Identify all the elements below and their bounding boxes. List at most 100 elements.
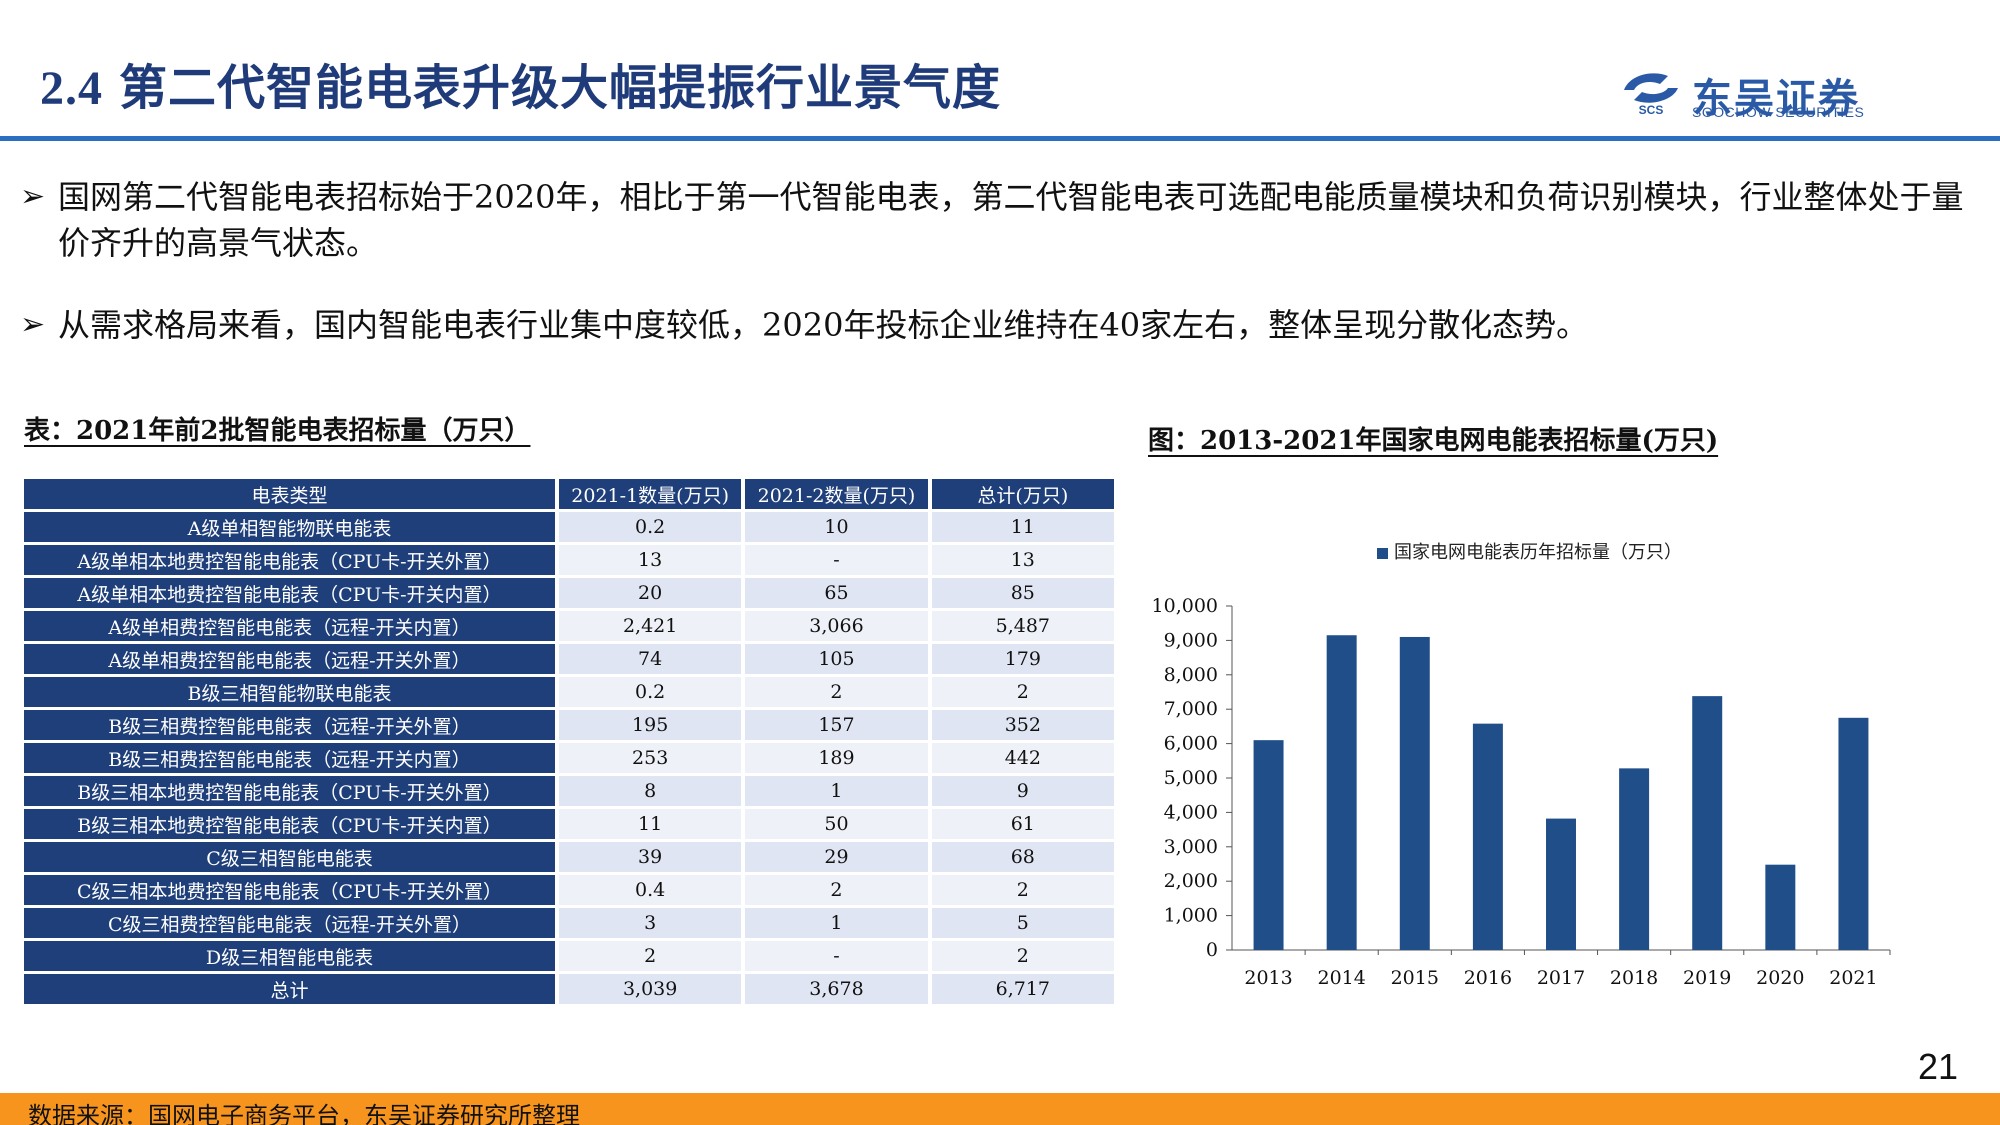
table-cell: 13 [931, 545, 1114, 575]
table-cell: B级三相费控智能电能表（远程-开关内置） [24, 743, 555, 773]
table-cell: B级三相本地费控智能电能表（CPU卡-开关内置） [24, 809, 555, 839]
table-cell: 0.2 [558, 677, 742, 707]
table-cell: 20 [558, 578, 742, 608]
table-cell: C级三相本地费控智能电能表（CPU卡-开关外置） [24, 875, 555, 905]
table-caption: 表：2021年前2批智能电表招标量（万只） [24, 416, 531, 446]
table-cell: 195 [558, 710, 742, 740]
table-cell: 10 [745, 512, 928, 542]
column-header: 总计(万只) [931, 479, 1114, 509]
x-tick-label: 2014 [1317, 967, 1365, 989]
table-cell: 5 [931, 908, 1114, 938]
footer-bar [0, 1093, 2000, 1125]
x-tick-label: 2016 [1464, 967, 1512, 989]
table-cell: C级三相费控智能电能表（远程-开关外置） [24, 908, 555, 938]
y-tick-label: 5,000 [1164, 767, 1218, 789]
bar [1692, 696, 1723, 950]
arrow-bullet-icon: ➢ [20, 179, 46, 214]
table-cell: 253 [558, 743, 742, 773]
table-row: C级三相本地费控智能电能表（CPU卡-开关外置） 0.4 2 2 [24, 875, 1114, 905]
table-row: D级三相智能电能表 2-2 [24, 941, 1114, 971]
table-cell: - [745, 941, 928, 971]
bar [1619, 768, 1650, 950]
table-cell: 6,717 [931, 974, 1114, 1004]
x-tick-label: 2013 [1244, 967, 1292, 989]
bar [1326, 635, 1357, 950]
table-row: A级单相费控智能电能表（远程-开关内置） 2,421 3,066 5,487 [24, 611, 1114, 641]
y-tick-label: 10,000 [1152, 595, 1218, 617]
x-tick-label: 2015 [1391, 967, 1439, 989]
tender-table: 电表类型 2021-1数量(万只) 2021-2数量(万只) 总计(万只) A级… [20, 476, 1118, 1007]
bar [1399, 636, 1430, 950]
bar [1765, 864, 1796, 950]
table-cell: 2 [745, 875, 928, 905]
table-cell: 179 [931, 644, 1114, 674]
table-row: A级单相本地费控智能电能表（CPU卡-开关内置） 20 65 85 [24, 578, 1114, 608]
page-title: 2.4 第二代智能电表升级大幅提振行业景气度 [40, 48, 1001, 118]
y-tick-label: 7,000 [1164, 698, 1218, 720]
x-tick-label: 2019 [1683, 967, 1731, 989]
table-row: A级单相本地费控智能电能表（CPU卡-开关外置） 13-13 [24, 545, 1114, 575]
table-cell: 3,678 [745, 974, 928, 1004]
page-number: 21 [1918, 1046, 1959, 1087]
logo-mark-icon: SCS [1624, 73, 1678, 116]
column-header: 2021-2数量(万只) [745, 479, 928, 509]
table-cell: A级单相智能物联电能表 [24, 512, 555, 542]
table-cell: 65 [745, 578, 928, 608]
table-cell: 1 [745, 908, 928, 938]
table-cell: 442 [931, 743, 1114, 773]
table-cell: 0.2 [558, 512, 742, 542]
table-cell: B级三相本地费控智能电能表（CPU卡-开关外置） [24, 776, 555, 806]
table-cell: B级三相费控智能电能表（远程-开关外置） [24, 710, 555, 740]
table-cell: 2 [931, 875, 1114, 905]
footer-source: 数据来源：国网电子商务平台，东吴证券研究所整理 [28, 1102, 580, 1125]
table-header-row: 电表类型 2021-1数量(万只) 2021-2数量(万只) 总计(万只) [24, 479, 1114, 509]
table-row: B级三相本地费控智能电能表（CPU卡-开关外置） 8 1 9 [24, 776, 1114, 806]
chart-caption: 图：2013-2021年国家电网电能表招标量(万只) [1148, 426, 1719, 456]
table-cell: 61 [931, 809, 1114, 839]
logo-name: 东吴证券 [1692, 76, 1860, 122]
bullet-text: 国网第二代智能电表招标始于2020年，相比于第一代智能电表，第二代智能电表可选配… [58, 178, 1964, 262]
x-tick-label: 2020 [1756, 967, 1804, 989]
bar [1838, 717, 1869, 950]
table-cell: A级单相费控智能电能表（远程-开关内置） [24, 611, 555, 641]
table-row: B级三相费控智能电能表（远程-开关内置） 253 189 442 [24, 743, 1114, 773]
table-cell: C级三相智能电能表 [24, 842, 555, 872]
y-tick-label: 3,000 [1164, 836, 1218, 858]
table-cell: 189 [745, 743, 928, 773]
table-row: C级三相费控智能电能表（远程-开关外置） 3 1 5 [24, 908, 1114, 938]
table-cell: A级单相费控智能电能表（远程-开关外置） [24, 644, 555, 674]
table-cell: 0.4 [558, 875, 742, 905]
table-cell: 9 [931, 776, 1114, 806]
company-logo: SCS 东吴证券 SOOCHOW SECURITIES [1620, 66, 1895, 122]
table-cell: 1 [745, 776, 928, 806]
table-cell: 68 [931, 842, 1114, 872]
table-cell: 2,421 [558, 611, 742, 641]
table-cell: A级单相本地费控智能电能表（CPU卡-开关外置） [24, 545, 555, 575]
table-cell: 8 [558, 776, 742, 806]
legend-label: 国家电网电能表历年招标量（万只） [1394, 542, 1682, 563]
table-total-row: 总计 3,039 3,678 6,717 [24, 974, 1114, 1004]
y-tick-label: 1,000 [1164, 905, 1218, 927]
y-tick-label: 8,000 [1164, 664, 1218, 686]
table-cell: 3,066 [745, 611, 928, 641]
table-cell: 3,039 [558, 974, 742, 1004]
table-cell: 总计 [24, 974, 555, 1004]
bullet-point: ➢ 国网第二代智能电表招标始于2020年，相比于第一代智能电表，第二代智能电表可… [20, 174, 1980, 266]
bullet-point: ➢ 从需求格局来看，国内智能电表行业集中度较低，2020年投标企业维持在40家左… [20, 302, 1980, 348]
table-cell: 3 [558, 908, 742, 938]
table-cell: D级三相智能电能表 [24, 941, 555, 971]
y-tick-label: 0 [1206, 939, 1218, 961]
table-cell: 2 [558, 941, 742, 971]
table-cell: 2 [931, 677, 1114, 707]
table-cell: 105 [745, 644, 928, 674]
logo-mark-text: SCS [1639, 103, 1664, 116]
table-cell: B级三相智能物联电能表 [24, 677, 555, 707]
legend-swatch [1377, 548, 1388, 559]
table-cell: 2 [745, 677, 928, 707]
x-tick-label: 2018 [1610, 967, 1658, 989]
bar [1253, 740, 1284, 950]
bullet-text: 从需求格局来看，国内智能电表行业集中度较低，2020年投标企业维持在40家左右，… [58, 306, 1589, 344]
x-tick-label: 2017 [1537, 967, 1585, 989]
table-row: B级三相智能物联电能表 0.2 2 2 [24, 677, 1114, 707]
table-row: C级三相智能电能表 39 29 68 [24, 842, 1114, 872]
